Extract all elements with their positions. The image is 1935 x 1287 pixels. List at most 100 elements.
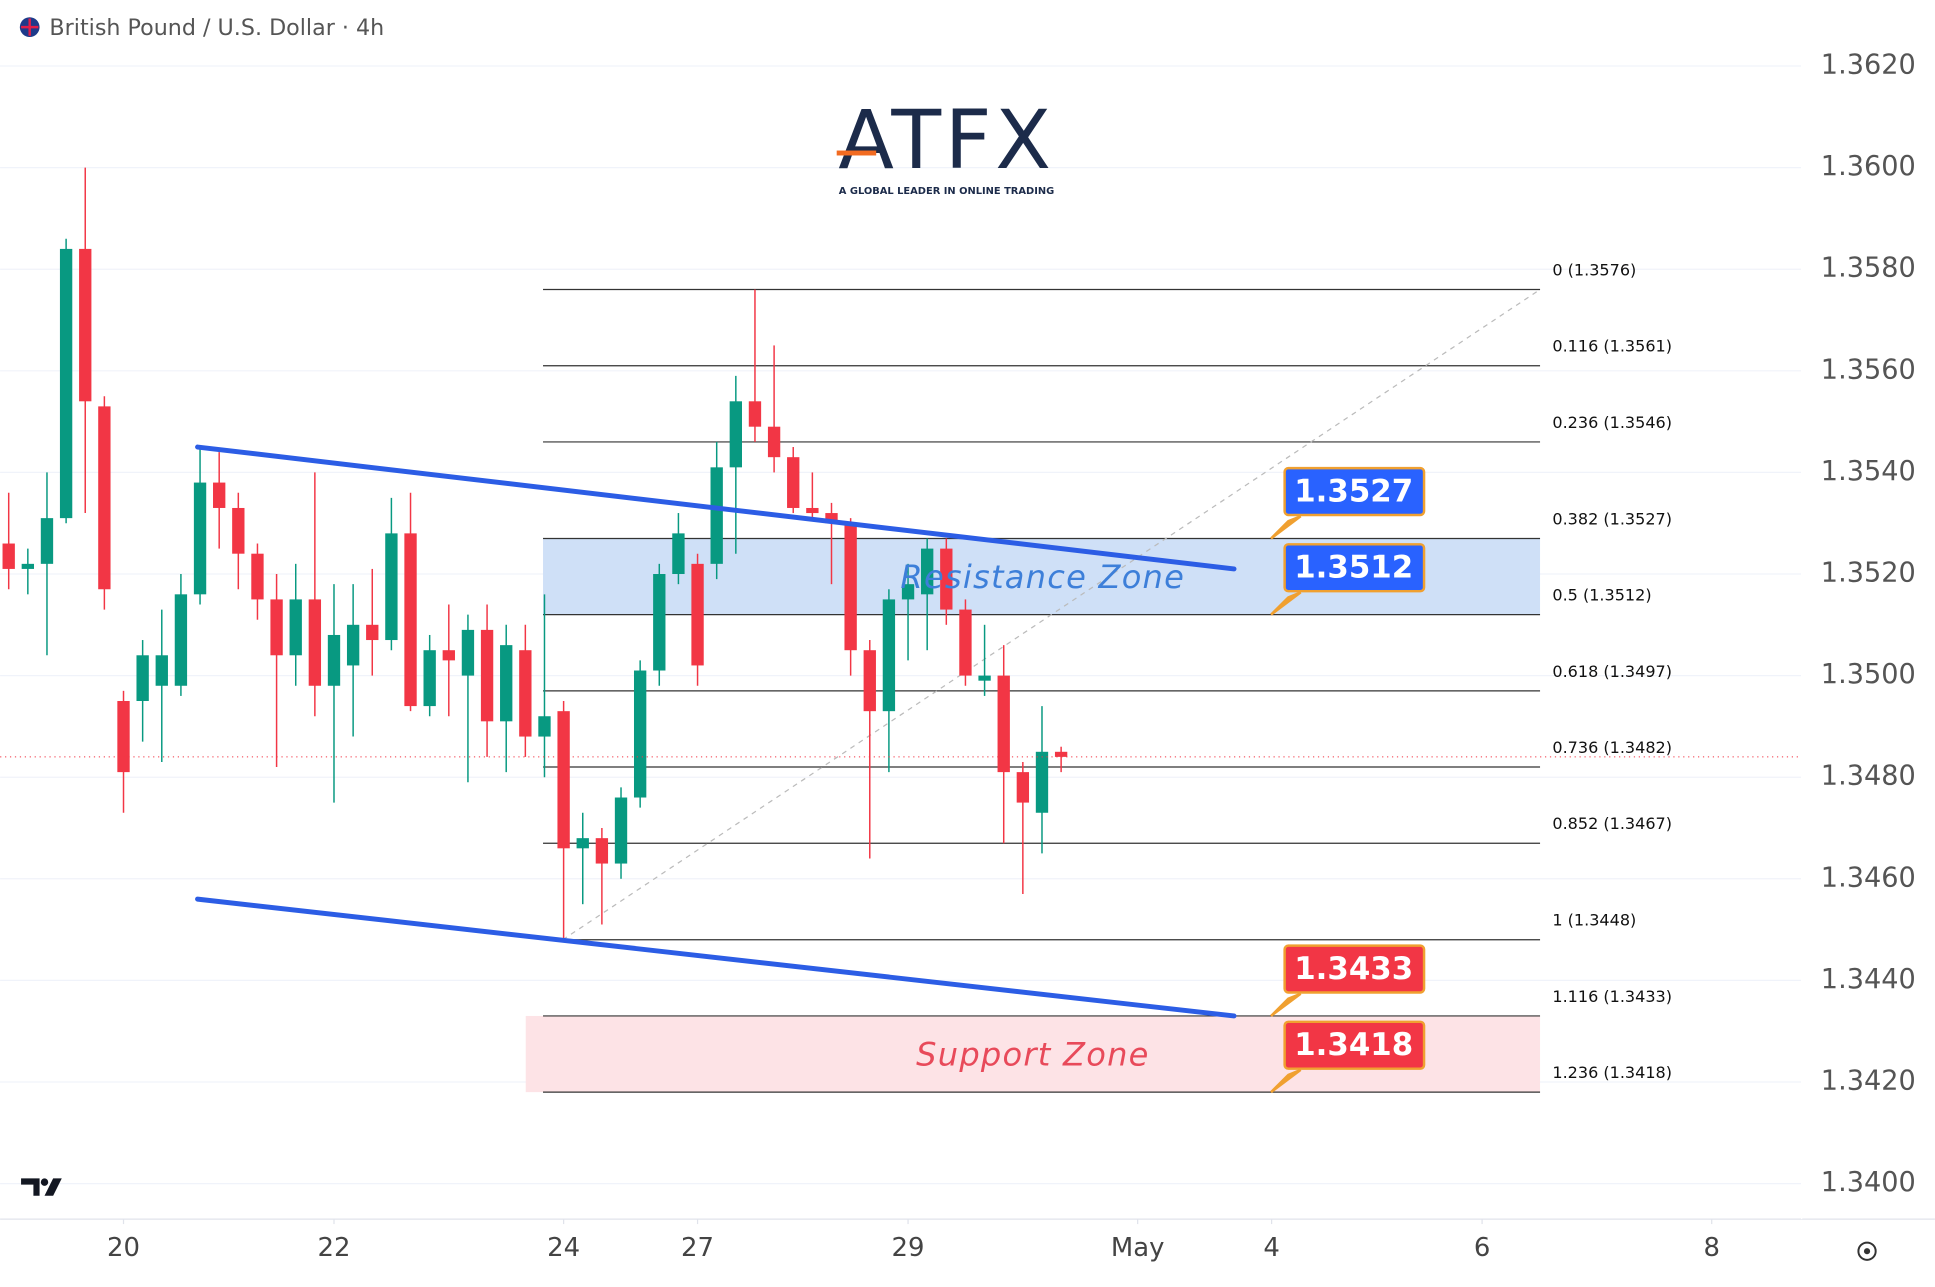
candle-body xyxy=(117,701,130,773)
x-tick-label: 22 xyxy=(318,1233,351,1263)
candle-body xyxy=(385,533,398,641)
fib-label: 1 (1.3448) xyxy=(1552,911,1636,930)
y-tick-label: 1.3440 xyxy=(1821,964,1916,995)
candle-body xyxy=(232,507,245,554)
candle-body xyxy=(270,599,283,656)
x-tick-label: May xyxy=(1111,1233,1165,1263)
flag-cross xyxy=(21,18,39,36)
tv-logo xyxy=(21,1178,62,1196)
candle-body xyxy=(672,533,685,575)
candle-body xyxy=(863,650,876,712)
x-tick-label: 29 xyxy=(892,1233,925,1263)
channel-lower xyxy=(195,896,1237,1019)
candle-body xyxy=(346,624,360,666)
candle-body xyxy=(423,650,436,707)
x-tick-label: 6 xyxy=(1474,1233,1490,1263)
x-tick-label: 4 xyxy=(1263,1233,1279,1263)
candle-body xyxy=(289,599,302,656)
logo-name: ATFX xyxy=(838,93,1055,188)
candle-body xyxy=(557,711,570,849)
candle-body xyxy=(844,523,857,651)
candle-body xyxy=(79,248,92,402)
fib-label: 0.382 (1.3527) xyxy=(1552,509,1672,528)
candle-body xyxy=(997,675,1010,773)
channel-upper xyxy=(195,444,1237,572)
x-tick-label: 20 xyxy=(107,1233,140,1263)
candle-body xyxy=(480,629,494,722)
fib-label: 0.116 (1.3561) xyxy=(1552,337,1672,356)
overlay-layer: Resistance Zone Support Zone 1.3527 1.3512 1… xyxy=(0,444,1802,1094)
y-tick-label: 1.3520 xyxy=(1821,558,1916,589)
candle-body xyxy=(921,548,934,595)
candle-body xyxy=(710,467,723,564)
logo-accent xyxy=(836,150,877,156)
candle-body xyxy=(155,655,168,686)
candle-body xyxy=(366,624,379,641)
candle-body xyxy=(595,838,609,864)
candle-body xyxy=(1016,772,1030,803)
fib-trend-line xyxy=(562,289,1541,941)
callout-label: 1.3527 xyxy=(1294,473,1413,509)
candle-body xyxy=(461,629,475,676)
candle-body xyxy=(98,406,111,590)
candle-body xyxy=(787,457,800,508)
candle-body xyxy=(901,584,915,600)
candle-body xyxy=(576,838,589,849)
candle-body xyxy=(691,563,704,666)
fib-label: 0.236 (1.3546) xyxy=(1552,413,1672,432)
y-tick-label: 1.3500 xyxy=(1821,659,1916,690)
candle-body xyxy=(213,482,226,508)
candle-body xyxy=(825,513,838,524)
candle-body xyxy=(1054,751,1068,757)
candle-body xyxy=(978,675,991,681)
candles-layer xyxy=(2,167,1068,940)
candle-body xyxy=(614,797,628,864)
fib-label: 0.618 (1.3497) xyxy=(1552,662,1672,681)
candle-body xyxy=(2,543,15,569)
axis-layer: 1.3400 1.3420 1.3440 1.3460 1.3480 1.3500 1.35… xyxy=(107,50,1916,1264)
candle-body xyxy=(308,599,322,686)
fib-label: 0.736 (1.3482) xyxy=(1552,738,1672,757)
fib-label: 0 (1.3576) xyxy=(1552,261,1636,280)
candle-body xyxy=(40,518,54,564)
callout-label: 1.3512 xyxy=(1294,549,1413,585)
callout-pointer xyxy=(1270,1068,1302,1094)
candle-body xyxy=(174,594,188,686)
x-tick-label: 8 xyxy=(1703,1233,1719,1263)
candle-body xyxy=(1035,751,1049,813)
x-tick-label: 27 xyxy=(681,1233,714,1263)
candle-body xyxy=(959,609,972,676)
callout-box xyxy=(1283,944,1426,994)
y-tick-label: 1.3420 xyxy=(1821,1065,1916,1096)
candle-body xyxy=(729,401,742,468)
candle-body xyxy=(251,553,264,600)
candle-body xyxy=(882,599,896,712)
candle-body xyxy=(136,655,149,702)
y-tick-label: 1.3580 xyxy=(1821,253,1916,284)
settings-icon-dot xyxy=(1863,1248,1871,1255)
fib-layer: 0 (1.3576) 0.116 (1.3561) 0.236 (1.3546) 0.… xyxy=(543,261,1672,1093)
tv-logo-dot xyxy=(40,1178,49,1186)
candle-body xyxy=(59,248,73,519)
settings-icon[interactable] xyxy=(1857,1241,1877,1261)
callout-label: 1.3433 xyxy=(1294,951,1413,987)
candle-body xyxy=(500,645,513,722)
callout-box xyxy=(1283,466,1426,517)
fib-label: 0.852 (1.3467) xyxy=(1552,814,1672,833)
callout-label: 1.3418 xyxy=(1294,1027,1413,1063)
candle-body xyxy=(767,426,781,458)
fib-label: 1.116 (1.3433) xyxy=(1552,987,1672,1006)
chart-title: British Pound / U.S. Dollar · 4h xyxy=(49,15,384,41)
candle-body xyxy=(442,650,455,661)
y-tick-label: 1.3620 xyxy=(1821,50,1916,81)
y-tick-label: 1.3400 xyxy=(1821,1167,1916,1198)
fib-label: 1.236 (1.3418) xyxy=(1552,1063,1672,1082)
logo-tagline: A GLOBAL LEADER IN ONLINE TRADING xyxy=(839,186,1054,197)
callout-pointer xyxy=(1270,515,1302,540)
candle-body xyxy=(21,563,35,569)
candle-body xyxy=(538,716,551,737)
y-tick-label: 1.3600 xyxy=(1821,151,1916,182)
x-tick-label: 24 xyxy=(547,1233,580,1263)
candle-body xyxy=(633,670,647,798)
fib-label: 0.5 (1.3512) xyxy=(1552,586,1651,605)
